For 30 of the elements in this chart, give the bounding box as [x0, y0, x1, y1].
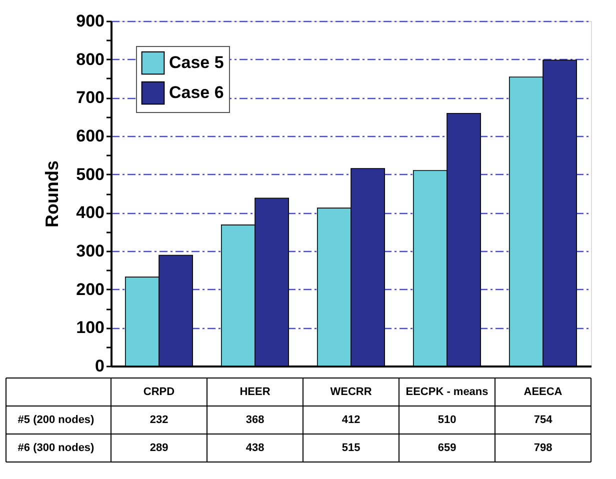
- data-label: 798: [534, 442, 552, 454]
- y-tick-label: 400: [76, 203, 104, 222]
- data-label: 659: [438, 442, 456, 454]
- y-tick-label: 200: [76, 280, 104, 299]
- x-tick-label: AEECA: [524, 386, 562, 398]
- y-tick-label: 600: [76, 126, 104, 146]
- y-tick-label: 900: [76, 12, 104, 30]
- data-label: 754: [534, 414, 554, 426]
- y-tick-label: 800: [76, 50, 104, 69]
- legend-label: Case 5: [169, 53, 224, 72]
- y-tick-label: 100: [76, 318, 104, 338]
- x-tick-label: HEER: [240, 386, 270, 398]
- x-tick-label: EECPK - means: [406, 386, 488, 398]
- y-axis-title: Rounds: [42, 160, 62, 228]
- y-tick-label: 300: [76, 242, 104, 260]
- x-tick-label: WECRR: [330, 386, 372, 398]
- data-label: 368: [246, 414, 264, 426]
- data-label: 289: [150, 442, 168, 454]
- legend-label: Case 6: [169, 83, 224, 102]
- y-tick-label: 700: [76, 88, 104, 108]
- data-label: 438: [246, 442, 264, 454]
- text: #5 (200 nodes): [18, 414, 95, 426]
- data-label: 232: [150, 414, 168, 426]
- y-tick-label: 0: [95, 356, 104, 376]
- data-label: 412: [342, 414, 360, 426]
- data-label: 510: [438, 414, 456, 426]
- text: #6 (300 nodes): [18, 442, 95, 454]
- data-label: 515: [342, 442, 360, 454]
- y-tick-label: 500: [76, 164, 104, 184]
- x-tick-label: CRPD: [143, 386, 175, 398]
